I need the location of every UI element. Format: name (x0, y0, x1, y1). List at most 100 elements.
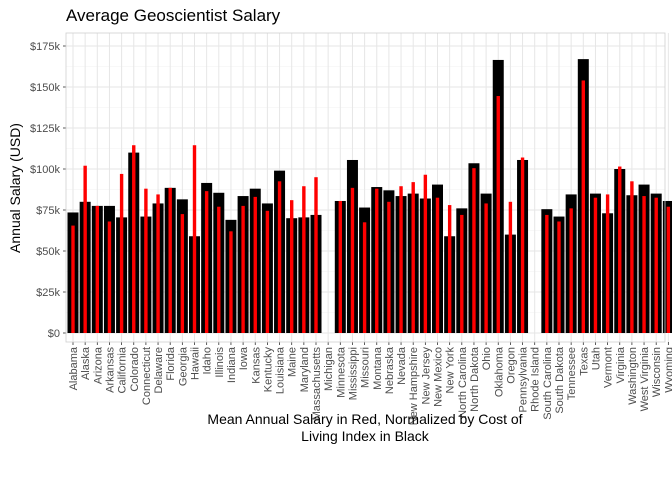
bar-mean (241, 205, 245, 333)
y-tick-label: $75k (36, 205, 60, 217)
bar-mean (654, 197, 658, 333)
bar-mean (642, 196, 646, 333)
bar-mean (253, 196, 257, 333)
x-axis-label-line-1: Mean Annual Salary in Red, Normalized by… (207, 411, 522, 427)
bar-mean (217, 206, 221, 333)
bar-mean (302, 186, 306, 333)
x-tick-label: Illinois (214, 347, 226, 378)
x-tick-label: Pennsylvania (518, 346, 530, 412)
x-tick-label: Kansas (250, 347, 262, 384)
x-tick-label: Maine (287, 347, 299, 377)
bar-mean (484, 203, 488, 333)
bar-mean (520, 157, 525, 333)
y-tick-label: $100k (30, 164, 60, 176)
bar-series (67, 59, 672, 334)
x-tick-label: Kentucky (262, 347, 274, 393)
bar-mean (180, 214, 185, 333)
x-tick-label: Arkansas (104, 347, 116, 393)
bar-mean (229, 231, 233, 333)
plot-border (65, 32, 666, 343)
x-tick-label: Vermont (603, 347, 615, 388)
bar-mean (144, 188, 148, 333)
chart-title: Average Geoscientist Salary (66, 6, 281, 25)
bar-mean (338, 200, 342, 333)
bar-mean (387, 201, 391, 333)
bar-mean (666, 206, 671, 333)
bar-mean (192, 145, 197, 333)
bar-mean (399, 186, 403, 333)
x-tick-label: Oregon (505, 347, 517, 384)
x-tick-label: Montana (372, 346, 384, 390)
bar-mean (423, 174, 428, 333)
x-tick-label: Indiana (226, 346, 238, 383)
x-tick-label: California (117, 346, 129, 393)
x-tick-label: Michigan (323, 347, 335, 391)
x-tick-label: Georgia (177, 346, 189, 386)
x-tick-label: Nevada (396, 346, 408, 385)
x-tick-label: Wyoming (663, 347, 672, 393)
x-tick-label: New Hampshire (408, 347, 420, 425)
bar-mean (411, 182, 415, 333)
bar-mean (618, 166, 622, 333)
y-tick-label: $25k (36, 287, 60, 299)
x-tick-label: Alabama (68, 346, 80, 390)
x-tick-label: Mississippi (347, 347, 359, 400)
x-tick-label: Missouri (360, 347, 372, 388)
y-tick-label: $125k (30, 123, 60, 135)
bar-mean (581, 80, 585, 333)
bar-mean (460, 214, 464, 333)
x-tick-label: Hawaii (190, 347, 202, 380)
x-tick-label: West Virginia (639, 346, 651, 411)
bar-mean (119, 173, 124, 333)
bar-mean (290, 200, 294, 333)
bar-mean (557, 221, 561, 333)
y-axis-label: Annual Salary (USD) (7, 123, 23, 253)
x-tick-label: Idaho (202, 347, 214, 375)
x-tick-label: Connecticut (141, 347, 153, 405)
bar-mean (71, 225, 75, 333)
y-tick-label: $0 (48, 328, 60, 340)
bar-mean (168, 187, 172, 333)
x-tick-label: Utah (590, 347, 602, 370)
bar-mean (545, 214, 549, 333)
bar-mean (350, 187, 355, 333)
x-tick-label: North Carolina (457, 346, 469, 418)
bar-mean (83, 165, 87, 333)
bar-mean (593, 197, 598, 333)
bar-mean (569, 208, 573, 333)
y-tick-label: $175k (30, 41, 60, 53)
x-tick-label: Virginia (615, 346, 627, 383)
x-axis-label-line-2: Living Index in Black (301, 428, 430, 444)
bar-mean (508, 201, 513, 333)
x-tick-label: Iowa (238, 346, 250, 370)
bar-mean (265, 210, 270, 333)
bar-mean (605, 194, 610, 333)
bar-mean (95, 205, 99, 333)
x-tick-label: New Mexico (433, 347, 445, 407)
x-tick-label: New York (445, 347, 457, 394)
x-tick-label: Texas (578, 347, 590, 376)
x-tick-label: Minnesota (335, 346, 347, 398)
bar-mean (630, 181, 634, 333)
bar-mean (447, 205, 452, 333)
x-tick-label: Alaska (80, 346, 92, 380)
bar-mean (204, 191, 209, 333)
bar-mean (472, 168, 476, 333)
x-tick-label: Ohio (481, 347, 493, 370)
x-tick-label: Wisconsin (651, 347, 663, 397)
bar-mean (132, 145, 136, 333)
y-tick-label: $150k (30, 82, 60, 94)
x-tick-label: Tennessee (566, 347, 578, 400)
x-tick-label: Louisiana (275, 346, 287, 394)
x-tick-label: Rhode Island (530, 347, 542, 412)
bar-mean (375, 188, 379, 333)
x-tick-label: Washington (627, 347, 639, 405)
bar-mean (277, 181, 282, 333)
bar-mean (496, 96, 500, 334)
x-tick-label: Colorado (129, 347, 141, 392)
y-axis-ticks: $0 $25k $50k $75k $100k $125k $150k $175k (30, 41, 66, 340)
x-tick-label: Nebraska (384, 346, 396, 394)
x-tick-label: Maryland (299, 347, 311, 392)
x-tick-label: Massachusetts (311, 347, 323, 421)
